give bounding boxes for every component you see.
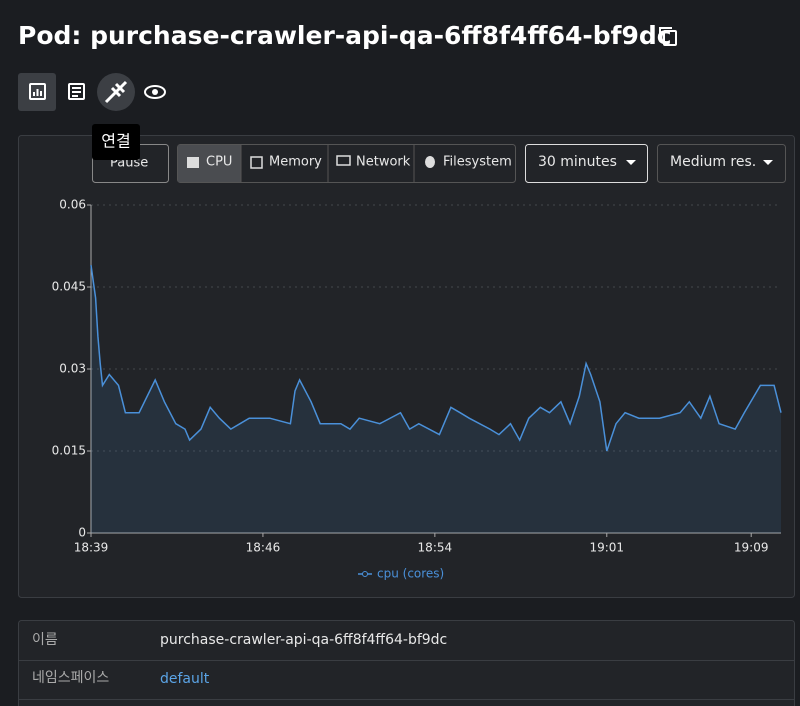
memory-icon bbox=[250, 156, 263, 169]
x-tick-label: 19:01 bbox=[589, 541, 624, 555]
filesystem-icon bbox=[425, 156, 435, 168]
plot: 0 0.015 0.03 0.045 0.06 18:39 18:46 18:54 19:01 1… bbox=[52, 198, 782, 581]
network-icon bbox=[336, 155, 351, 166]
caret bbox=[626, 160, 636, 165]
area bbox=[91, 265, 781, 533]
resolution-select[interactable] bbox=[657, 144, 786, 183]
y-tick-label: 0.015 bbox=[52, 444, 86, 458]
cpu-icon bbox=[187, 157, 199, 168]
tab-group bbox=[177, 144, 516, 183]
caret bbox=[763, 160, 773, 165]
details-panel bbox=[18, 620, 795, 706]
range-select[interactable] bbox=[525, 144, 648, 183]
y-tick-label: 0.03 bbox=[59, 362, 86, 376]
metrics-icon bbox=[29, 83, 46, 100]
x-tick-label: 19:09 bbox=[734, 541, 769, 555]
copy-icon[interactable] bbox=[659, 27, 677, 46]
tab-filesystem[interactable]: Filesystem bbox=[443, 155, 512, 170]
y-tick-label: 0.06 bbox=[59, 198, 86, 212]
tooltip bbox=[92, 124, 140, 160]
tooltip-text: 연결 bbox=[101, 132, 130, 151]
page-title: Pod: purchase-crawler-api-qa-6ff8f4ff64-… bbox=[18, 21, 672, 50]
range-label: 30 minutes bbox=[538, 154, 617, 170]
detail-value: purchase-crawler-api-qa-6ff8f4ff64-bf9dc bbox=[160, 632, 447, 648]
chart-panel bbox=[18, 135, 795, 598]
tab-network[interactable]: Network bbox=[356, 155, 411, 170]
resolution-label: Medium res. bbox=[670, 154, 756, 170]
legend-dot bbox=[362, 571, 368, 577]
view-button[interactable] bbox=[144, 85, 166, 99]
detail-label: 이름 bbox=[32, 632, 58, 648]
y-tick-label: 0.045 bbox=[52, 280, 86, 294]
line bbox=[90, 264, 782, 452]
x-tick-label: 18:39 bbox=[74, 541, 109, 555]
tab-cpu[interactable]: CPU bbox=[206, 155, 232, 170]
legend-label: cpu (cores) bbox=[377, 567, 444, 581]
y-tick-label: 0 bbox=[78, 526, 86, 540]
logs-button[interactable] bbox=[68, 83, 85, 100]
detail-label: 네임스페이스 bbox=[32, 670, 109, 686]
tab-memory[interactable]: Memory bbox=[269, 155, 322, 170]
detail-link[interactable]: default bbox=[160, 671, 210, 687]
x-tick-label: 18:46 bbox=[246, 541, 281, 555]
x-tick-label: 18:54 bbox=[418, 541, 453, 555]
attach-icon bbox=[104, 80, 128, 104]
